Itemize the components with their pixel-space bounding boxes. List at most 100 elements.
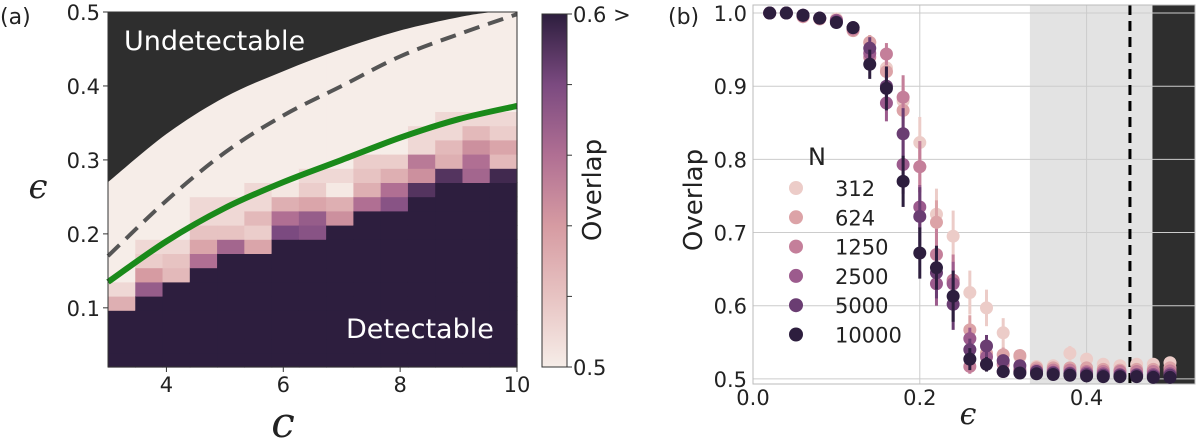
heatmap-cell [353, 182, 382, 198]
heatmap-cell [326, 210, 354, 226]
heatmap-cell [135, 338, 164, 354]
heatmap-cell [407, 139, 436, 155]
heatmap-cell [380, 338, 409, 354]
heatmap-cell [407, 267, 436, 283]
heatmap-cell [435, 310, 464, 325]
data-point [1080, 369, 1094, 383]
heatmap-cell [162, 310, 191, 325]
legend-label: 10000 [835, 324, 902, 348]
heatmap-cell [135, 324, 164, 340]
heatmap-cell [380, 97, 409, 112]
heatmap-cell [271, 253, 300, 269]
heatmap-cell [298, 296, 327, 311]
heatmap-cell [353, 253, 382, 269]
heatmap-cell [298, 352, 327, 368]
heatmap-cell [108, 296, 136, 311]
y-tick-label-a: 0.1 [67, 297, 100, 321]
heatmap-cell [407, 54, 436, 70]
heatmap-cell [353, 97, 382, 112]
heatmap-cell [326, 68, 354, 84]
heatmap-cell [135, 168, 164, 183]
heatmap-cell [162, 239, 191, 254]
heatmap-cell [489, 139, 518, 155]
data-point [929, 215, 943, 229]
heatmap-cell [489, 225, 518, 240]
heatmap-cell [244, 83, 273, 98]
heatmap-cell [244, 196, 273, 212]
heatmap-cell [326, 281, 354, 297]
heatmap-cell [435, 26, 464, 41]
heatmap-cell [217, 338, 245, 354]
heatmap-cell [162, 324, 191, 340]
data-point [1063, 368, 1077, 382]
heatmap-cell [462, 182, 491, 198]
heatmap-cell [462, 281, 491, 297]
heatmap-cell [353, 352, 382, 368]
data-point [980, 301, 994, 315]
y-tick-label-b: 0.6 [714, 295, 747, 319]
data-point [829, 16, 843, 30]
heatmap-cell [244, 296, 273, 311]
legend-label: 2500 [835, 265, 888, 289]
heatmap-cell [407, 210, 436, 226]
heatmap-cell [407, 111, 436, 127]
panel-b-label: (b) [668, 5, 699, 30]
heatmap-cell [271, 83, 300, 98]
heatmap-cell [435, 324, 464, 340]
heatmap-cell [189, 296, 218, 311]
heatmap-cell [217, 239, 245, 254]
heatmap-cell [489, 68, 518, 84]
heatmap-cell [244, 210, 273, 226]
x-axis-label-b: ϵ [960, 397, 977, 432]
heatmap-cell [298, 225, 327, 240]
data-point [896, 127, 910, 141]
data-point [946, 289, 960, 303]
data-point [996, 365, 1010, 379]
heatmap-cell [380, 168, 409, 183]
heatmap-cell [108, 352, 136, 368]
heatmap-cell [435, 281, 464, 297]
heatmap-cell [217, 111, 245, 127]
heatmap-cell [353, 225, 382, 240]
data-point [946, 229, 960, 243]
heatmap-cell [407, 281, 436, 297]
heatmap-cell [353, 196, 382, 212]
heatmap-cell [162, 168, 191, 183]
heatmap-cell [298, 267, 327, 283]
heatmap-cell [462, 225, 491, 240]
legend-marker [789, 268, 803, 283]
heatmap-cell [217, 352, 245, 368]
x-tick-label-b: 0.0 [736, 386, 769, 410]
heatmap-cell [380, 281, 409, 297]
y-tick-label-a: 0.5 [67, 1, 100, 25]
heatmap-cell [380, 253, 409, 269]
heatmap-cell [353, 54, 382, 70]
heatmap-cell [217, 125, 245, 141]
heatmap-cell [326, 182, 354, 198]
heatmap-cell [435, 267, 464, 283]
heatmap-cell [380, 154, 409, 169]
heatmap-cell [489, 125, 518, 141]
heatmap-cell [298, 281, 327, 297]
heatmap-cell [489, 338, 518, 354]
heatmap-cell [244, 225, 273, 240]
heatmap-cell [353, 168, 382, 183]
heatmap-cell [326, 253, 354, 269]
heatmap-cell [298, 310, 327, 325]
heatmap-cell [271, 111, 300, 127]
heatmap-cell [462, 68, 491, 84]
heatmap-cell [380, 68, 409, 84]
heatmap-cell [244, 111, 273, 127]
heatmap-cell [407, 253, 436, 269]
y-tick-label-a: 0.2 [67, 223, 100, 247]
data-point [1063, 346, 1077, 360]
panel-a: (a) Undetectable Detectable 4 6 8 10 0.1 0.2 0… [0, 1, 631, 443]
heatmap-cell [271, 267, 300, 283]
heatmap-cell [489, 352, 518, 368]
heatmap-cell [189, 196, 218, 212]
heatmap-cell [462, 154, 491, 169]
y-tick-label-b: 1.0 [714, 2, 747, 26]
legend-label: 624 [835, 206, 875, 230]
data-point [779, 6, 793, 20]
data-point [763, 6, 777, 20]
